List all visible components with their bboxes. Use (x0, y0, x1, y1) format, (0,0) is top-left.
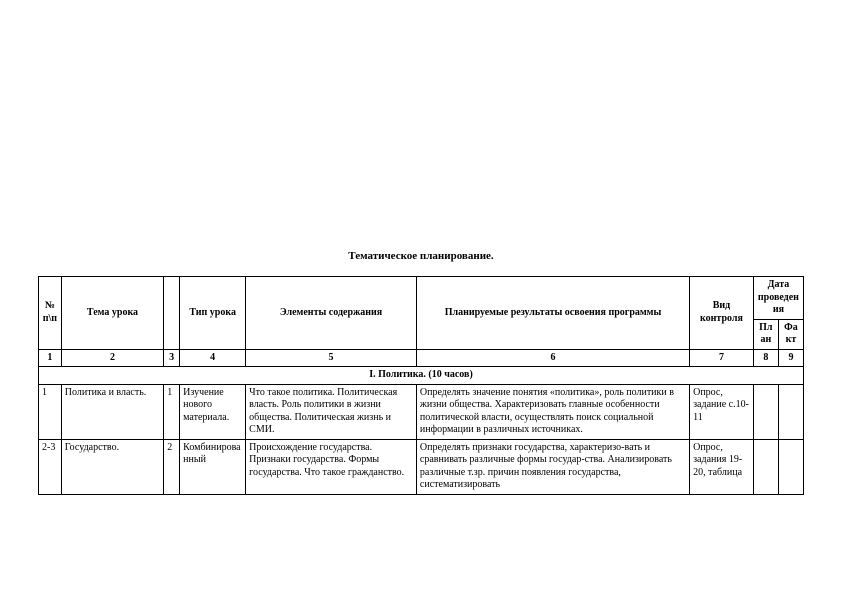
header-topic: Тема урока (61, 277, 163, 350)
header-date: Дата проведения (753, 277, 803, 320)
header-plan: План (753, 319, 778, 349)
cell-elements: Что такое политика. Политическая власть.… (246, 384, 417, 439)
colnum-2: 2 (61, 349, 163, 367)
colnum-3: 3 (164, 349, 180, 367)
colnum-row: 1 2 3 4 5 6 7 8 9 (39, 349, 804, 367)
cell-num: 2-3 (39, 439, 62, 494)
cell-topic: Политика и власть. (61, 384, 163, 439)
cell-elements: Происхождение государства. Признаки госу… (246, 439, 417, 494)
header-results: Планируемые результаты освоения программ… (416, 277, 689, 350)
cell-fact (778, 439, 803, 494)
colnum-6: 6 (416, 349, 689, 367)
table-row: 2-3 Государство. 2 Комбинированный Проис… (39, 439, 804, 494)
cell-hours: 1 (164, 384, 180, 439)
cell-results: Определять значение понятия «политика», … (416, 384, 689, 439)
header-elements: Элементы содержания (246, 277, 417, 350)
colnum-7: 7 (690, 349, 754, 367)
cell-type: Комбинированный (180, 439, 246, 494)
colnum-8: 8 (753, 349, 778, 367)
cell-control: Опрос, задание с.10-11 (690, 384, 754, 439)
cell-results: Определять признаки государства, характе… (416, 439, 689, 494)
header-hours (164, 277, 180, 350)
cell-plan (753, 384, 778, 439)
header-control: Вид контроля (690, 277, 754, 350)
section-title: I. Политика. (10 часов) (39, 367, 804, 385)
cell-type: Изучение нового материала. (180, 384, 246, 439)
cell-fact (778, 384, 803, 439)
header-row-1: № п\п Тема урока Тип урока Элементы соде… (39, 277, 804, 320)
cell-plan (753, 439, 778, 494)
cell-hours: 2 (164, 439, 180, 494)
colnum-9: 9 (778, 349, 803, 367)
section-row: I. Политика. (10 часов) (39, 367, 804, 385)
table-row: 1 Политика и власть. 1 Изучение нового м… (39, 384, 804, 439)
header-fact: Факт (778, 319, 803, 349)
cell-control: Опрос, задания 19-20, таблица (690, 439, 754, 494)
cell-topic: Государство. (61, 439, 163, 494)
header-num: № п\п (39, 277, 62, 350)
colnum-5: 5 (246, 349, 417, 367)
header-type: Тип урока (180, 277, 246, 350)
planning-table: № п\п Тема урока Тип урока Элементы соде… (38, 276, 804, 495)
cell-num: 1 (39, 384, 62, 439)
page-title: Тематическое планирование. (38, 250, 804, 262)
colnum-4: 4 (180, 349, 246, 367)
colnum-1: 1 (39, 349, 62, 367)
